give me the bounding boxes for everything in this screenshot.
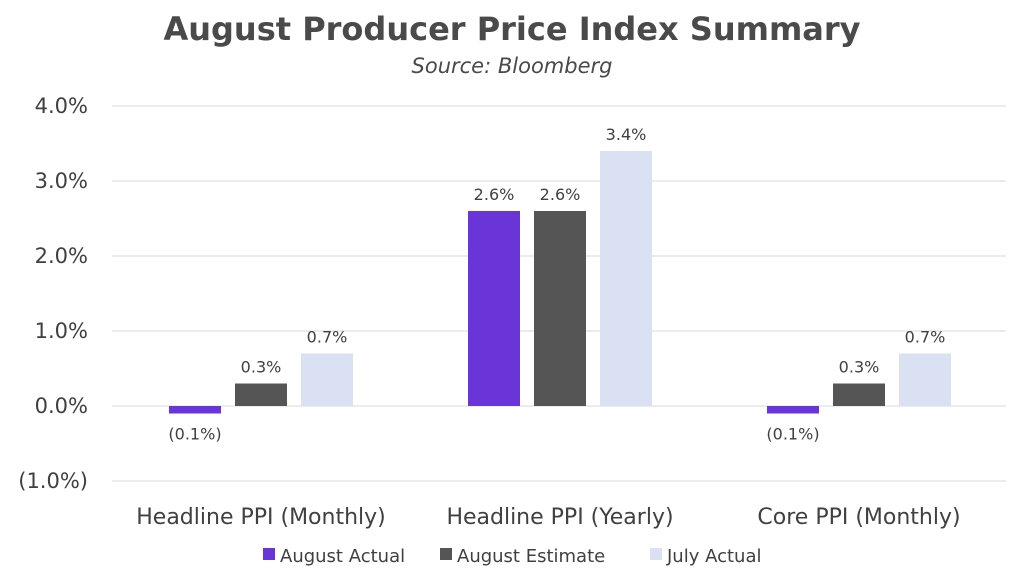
legend-label: August Estimate: [457, 546, 605, 567]
x-tick-label: Headline PPI (Monthly): [136, 505, 386, 530]
x-tick-label: Core PPI (Monthly): [757, 505, 960, 530]
bar-august-estimate: [235, 383, 287, 406]
data-label: 0.7%: [905, 328, 946, 347]
data-label: (0.1%): [766, 425, 819, 444]
data-label: 0.7%: [307, 328, 348, 347]
legend-item: August Estimate: [440, 546, 605, 567]
chart-title: August Producer Price Index Summary: [163, 10, 861, 48]
bar-august-actual: [468, 211, 520, 406]
bar-august-actual: [767, 406, 819, 414]
y-tick-label: (1.0%): [18, 469, 88, 493]
legend-label: July Actual: [666, 546, 761, 567]
bar-july-actual: [899, 353, 951, 406]
legend-swatch: [263, 548, 275, 560]
bar-august-estimate: [534, 211, 586, 406]
chart-subtitle: Source: Bloomberg: [411, 54, 613, 78]
legend-swatch: [650, 548, 662, 560]
x-tick-label: Headline PPI (Yearly): [446, 505, 673, 530]
legend-item: July Actual: [650, 546, 761, 567]
data-label: 2.6%: [474, 185, 515, 204]
data-label: (0.1%): [168, 425, 221, 444]
bar-july-actual: [301, 353, 353, 406]
y-tick-label: 2.0%: [35, 244, 88, 268]
bar-july-actual: [600, 151, 652, 406]
legend-item: August Actual: [263, 546, 405, 567]
y-tick-label: 0.0%: [35, 394, 88, 418]
y-tick-label: 1.0%: [35, 319, 88, 343]
data-label: 0.3%: [241, 358, 282, 377]
y-tick-label: 3.0%: [35, 169, 88, 193]
bar-august-actual: [169, 406, 221, 414]
data-label: 3.4%: [606, 125, 647, 144]
data-label: 0.3%: [839, 358, 880, 377]
bar-august-estimate: [833, 383, 885, 406]
legend-swatch: [440, 548, 452, 560]
legend-label: August Actual: [280, 546, 405, 567]
data-label: 2.6%: [540, 185, 581, 204]
y-tick-label: 4.0%: [35, 94, 88, 118]
